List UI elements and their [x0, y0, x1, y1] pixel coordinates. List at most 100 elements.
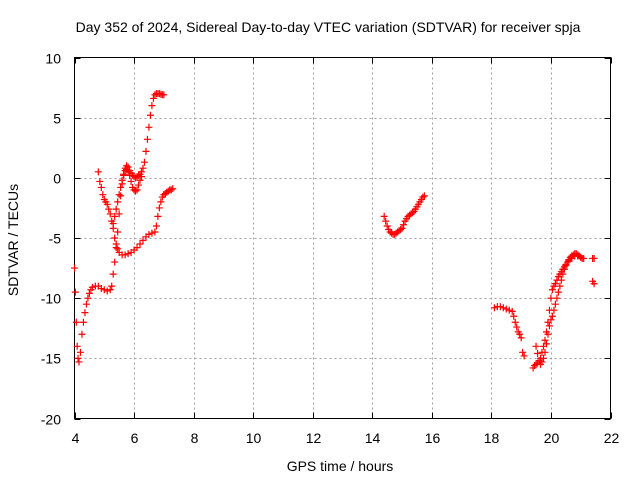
- x-tick-label: 20: [544, 430, 560, 446]
- data-point: [105, 205, 113, 213]
- data-point: [408, 209, 416, 217]
- data-point: [79, 318, 87, 326]
- data-point: [108, 282, 116, 290]
- series-arc-g: [589, 254, 598, 288]
- data-point: [169, 185, 177, 193]
- data-point: [76, 348, 84, 356]
- data-point: [540, 354, 547, 362]
- data-point: [82, 300, 90, 308]
- data-point: [88, 283, 96, 291]
- data-point: [559, 270, 567, 278]
- data-point: [513, 323, 521, 331]
- data-point: [508, 307, 516, 315]
- data-point: [111, 234, 119, 242]
- data-point: [557, 276, 565, 284]
- x-tick-label: 6: [131, 430, 139, 446]
- data-point: [548, 312, 556, 320]
- data-points: [71, 90, 598, 372]
- x-tick-label: 8: [191, 430, 199, 446]
- data-point: [135, 181, 143, 189]
- y-tick-label: -5: [49, 231, 62, 247]
- data-point: [420, 192, 428, 200]
- data-point: [124, 250, 132, 258]
- data-point: [541, 348, 549, 356]
- grid: [74, 57, 611, 419]
- data-point: [545, 322, 553, 330]
- data-point: [75, 358, 83, 366]
- data-point: [516, 330, 524, 338]
- y-axis-ticks: -20 -15 -10 -5 0 5 10: [41, 51, 611, 428]
- data-point: [400, 221, 408, 229]
- data-point: [114, 228, 122, 236]
- y-tick-label: -10: [41, 291, 61, 307]
- x-axis-label: GPS time / hours: [287, 458, 394, 474]
- data-point: [124, 168, 132, 176]
- data-point: [109, 270, 117, 278]
- data-point: [71, 288, 79, 296]
- data-point: [106, 286, 114, 294]
- data-point: [115, 210, 123, 218]
- data-point: [103, 287, 111, 295]
- data-point: [382, 217, 390, 225]
- data-point: [142, 147, 150, 155]
- data-point: [117, 192, 125, 200]
- data-point: [136, 176, 144, 184]
- y-tick-label: 0: [53, 171, 61, 187]
- data-point: [510, 312, 518, 320]
- y-tick-label: 10: [45, 51, 61, 67]
- data-point: [149, 94, 157, 102]
- data-point: [136, 240, 144, 248]
- data-point: [133, 186, 141, 194]
- data-point: [560, 265, 568, 273]
- series-arc-b: [94, 168, 177, 259]
- data-point: [72, 318, 80, 326]
- data-point: [121, 251, 129, 259]
- data-point: [74, 354, 82, 362]
- data-point: [397, 226, 405, 234]
- data-point: [145, 123, 153, 131]
- data-point: [81, 309, 89, 317]
- data-point: [538, 358, 546, 366]
- data-point: [590, 280, 598, 288]
- data-point: [78, 330, 86, 338]
- data-point: [535, 357, 543, 365]
- data-point: [151, 91, 159, 99]
- series-arc-a: [71, 90, 168, 366]
- data-point: [120, 171, 128, 179]
- data-point: [542, 340, 550, 348]
- data-point: [103, 200, 111, 208]
- y-tick-label: -20: [41, 412, 61, 428]
- data-point: [551, 300, 559, 308]
- data-point: [115, 191, 123, 199]
- data-point: [532, 342, 540, 350]
- data-point: [548, 286, 556, 294]
- series-arc-d: [380, 192, 428, 238]
- data-point: [553, 294, 561, 302]
- y-axis-label: SDTVAR / TECUs: [5, 184, 21, 296]
- x-tick-label: 14: [365, 430, 381, 446]
- data-point: [544, 330, 552, 338]
- data-point: [143, 135, 151, 143]
- series-arc-f: [532, 250, 586, 368]
- data-point: [496, 303, 504, 311]
- data-point: [380, 212, 388, 220]
- data-point: [94, 168, 102, 176]
- data-point: [99, 191, 107, 199]
- data-point: [148, 102, 156, 110]
- x-tick-label: 12: [306, 430, 322, 446]
- data-point: [114, 198, 122, 206]
- data-point: [109, 220, 117, 228]
- data-point: [152, 222, 160, 230]
- data-point: [151, 228, 159, 236]
- y-tick-label: 5: [53, 111, 61, 127]
- data-point: [551, 280, 559, 288]
- data-point: [118, 176, 126, 184]
- x-tick-label: 16: [425, 430, 441, 446]
- data-point: [106, 210, 114, 218]
- data-point: [520, 352, 528, 360]
- data-point: [140, 158, 148, 166]
- data-point: [114, 245, 122, 253]
- data-point: [145, 230, 153, 238]
